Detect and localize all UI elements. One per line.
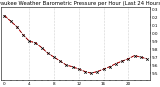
Title: Milwaukee Weather Barometric Pressure per Hour (Last 24 Hours): Milwaukee Weather Barometric Pressure pe… — [0, 1, 160, 6]
